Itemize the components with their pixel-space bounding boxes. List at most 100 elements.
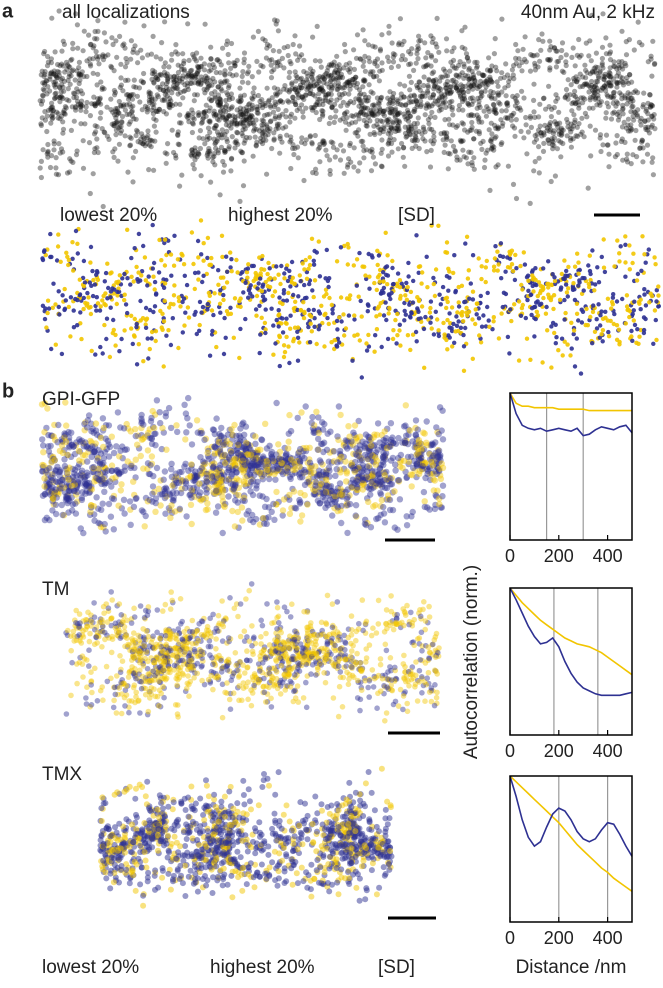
localization: [129, 314, 133, 318]
localization: [529, 125, 534, 130]
localization: [537, 170, 542, 175]
localization: [146, 336, 150, 340]
localization: [221, 293, 225, 297]
localization: [159, 40, 164, 45]
localization: [138, 412, 144, 418]
localization: [524, 316, 528, 320]
localization: [332, 120, 337, 125]
localization: [310, 72, 315, 77]
localization: [77, 78, 82, 83]
localization: [207, 136, 212, 141]
localization: [628, 267, 632, 271]
localization: [492, 51, 497, 56]
localization: [488, 77, 493, 82]
localization: [212, 291, 216, 295]
localization: [347, 70, 352, 75]
localization: [144, 326, 148, 330]
localization: [271, 294, 275, 298]
localization: [73, 11, 78, 16]
localization: [264, 122, 269, 127]
localization: [288, 114, 293, 119]
localization: [129, 256, 133, 260]
localization: [424, 418, 430, 424]
localization: [442, 332, 446, 336]
localization: [93, 352, 97, 356]
localization: [612, 322, 616, 326]
localization: [59, 49, 64, 54]
localization: [402, 83, 407, 88]
localization: [176, 257, 180, 261]
localization: [402, 318, 406, 322]
localization: [423, 129, 428, 134]
localization: [237, 425, 243, 431]
localization: [210, 76, 215, 81]
localization: [373, 161, 378, 166]
localization: [134, 117, 139, 122]
localization: [326, 285, 330, 289]
localization: [648, 92, 653, 97]
localization: [275, 60, 280, 65]
localization: [379, 60, 384, 65]
localization: [285, 298, 289, 302]
localization: [588, 254, 592, 258]
localization: [407, 74, 412, 79]
localization: [330, 307, 334, 311]
localization: [430, 326, 434, 330]
localization: [40, 256, 44, 260]
localization: [163, 281, 167, 285]
localization: [265, 42, 270, 47]
localization: [143, 104, 148, 109]
localization: [57, 116, 62, 121]
localization: [406, 274, 410, 278]
localization: [310, 170, 315, 175]
localization: [606, 104, 611, 109]
localization: [473, 322, 477, 326]
localization: [94, 136, 99, 141]
localization: [189, 521, 195, 527]
localization: [538, 48, 543, 53]
localization: [503, 61, 508, 66]
localization: [392, 52, 397, 57]
localization: [220, 46, 225, 51]
localization: [324, 292, 328, 296]
localization: [283, 108, 288, 113]
localization: [168, 461, 174, 467]
localization: [133, 149, 138, 154]
localization: [42, 49, 47, 54]
localization: [245, 508, 251, 514]
localization: [504, 93, 509, 98]
localization: [610, 111, 615, 116]
localization: [476, 115, 481, 120]
localization: [319, 419, 325, 425]
localization: [600, 142, 605, 147]
localization: [172, 264, 176, 268]
localization: [271, 323, 275, 327]
localization: [268, 266, 272, 270]
localization: [109, 270, 113, 274]
localization: [157, 409, 163, 415]
localization: [200, 280, 204, 284]
localization: [591, 89, 596, 94]
localization: [108, 97, 113, 102]
localization: [172, 293, 176, 297]
localization: [313, 58, 318, 63]
localization: [623, 243, 627, 247]
localization: [180, 95, 185, 100]
localization: [529, 313, 533, 317]
localization: [361, 64, 366, 69]
localization: [173, 153, 178, 158]
localization: [432, 282, 436, 286]
localization: [484, 280, 488, 284]
localization: [333, 338, 337, 342]
localization: [124, 302, 128, 306]
localization: [241, 106, 246, 111]
localization: [582, 288, 586, 292]
localization: [115, 109, 120, 114]
localization: [302, 283, 306, 287]
localization: [576, 284, 580, 288]
localization: [165, 76, 170, 81]
localization: [407, 95, 412, 100]
localization: [318, 274, 322, 278]
localization: [617, 251, 621, 255]
localization: [68, 334, 72, 338]
